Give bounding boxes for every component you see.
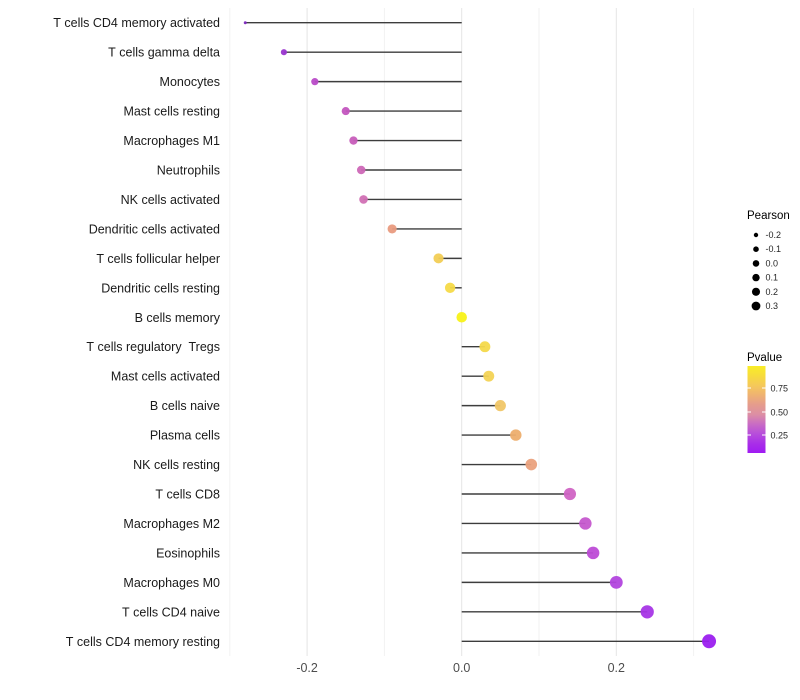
y-axis-label: Monocytes — [160, 75, 220, 89]
pearson-legend-label: 0.0 — [766, 258, 779, 268]
y-axis-label: T cells gamma delta — [108, 46, 220, 60]
lollipop-dot — [280, 49, 287, 56]
y-axis-label: Neutrophils — [157, 164, 220, 178]
lollipop-dot — [433, 253, 444, 264]
pvalue-legend-label: 0.25 — [771, 431, 789, 441]
x-tick-label: 0.2 — [608, 661, 625, 675]
lollipop-dot — [349, 136, 358, 145]
lollipop-dot — [387, 224, 397, 234]
pvalue-colorbar — [747, 366, 766, 453]
lollipop-dot — [586, 546, 600, 560]
y-axis-label: T cells CD8 — [155, 488, 220, 502]
y-axis-label: T cells CD4 memory activated — [53, 16, 220, 30]
pvalue-legend-title: Pvalue — [747, 352, 782, 364]
pearson-legend-label: 0.2 — [766, 287, 779, 297]
y-axis-label: T cells CD4 naive — [122, 605, 220, 619]
pearson-legend-dot — [752, 273, 760, 282]
lollipop-dot — [359, 195, 368, 204]
lollipop-dot — [243, 21, 247, 25]
pearson-legend-dot — [751, 287, 761, 296]
lollipop-dot — [356, 165, 366, 175]
lollipop-dot — [702, 634, 717, 649]
y-axis-label: Eosinophils — [156, 546, 220, 560]
lollipop-dot — [341, 107, 350, 116]
lollipop-dot — [479, 341, 491, 353]
y-axis-label: B cells memory — [135, 311, 221, 325]
pvalue-legend-label: 0.50 — [771, 408, 789, 418]
y-axis-label: Dendritic cells activated — [89, 222, 220, 236]
pearson-legend-dot — [753, 232, 759, 238]
y-axis-label: T cells CD4 memory resting — [66, 635, 220, 649]
pearson-legend-dot — [752, 260, 760, 267]
y-axis-label: T cells regulatory Tregs — [86, 340, 220, 354]
pearson-legend-label: -0.2 — [766, 230, 782, 240]
y-axis-label: Mast cells activated — [111, 370, 220, 384]
y-axis-label: NK cells resting — [133, 458, 220, 472]
y-axis-label: Dendritic cells resting — [101, 281, 220, 295]
lollipop-dot — [444, 282, 456, 293]
pearson-legend-label: -0.1 — [766, 244, 782, 254]
lollipop-dot — [494, 400, 506, 412]
y-axis-label: Macrophages M2 — [123, 517, 220, 531]
y-axis-label: NK cells activated — [121, 193, 220, 207]
lollipop-dot — [510, 429, 522, 441]
y-axis-label: T cells follicular helper — [96, 252, 220, 266]
lollipop-dot — [640, 605, 654, 619]
lollipop-dot — [609, 575, 623, 589]
pvalue-legend-label: 0.75 — [771, 384, 789, 394]
y-axis-label: Macrophages M1 — [123, 134, 220, 148]
lollipop-dot — [563, 487, 577, 501]
y-axis-label: Macrophages M0 — [123, 576, 220, 590]
lollipop-dot — [456, 312, 467, 323]
pearson-legend-label: 0.1 — [766, 273, 779, 283]
lollipop-dot — [483, 370, 495, 382]
pearson-legend-title: Pearson — [747, 210, 790, 222]
lollipop-dot — [311, 78, 319, 86]
y-axis-label: Mast cells resting — [123, 105, 220, 119]
lollipop-dot — [525, 458, 538, 471]
y-axis-label: Plasma cells — [150, 429, 220, 443]
x-tick-label: -0.2 — [296, 661, 318, 675]
pearson-legend-label: 0.3 — [766, 301, 779, 311]
lollipop-dot — [579, 517, 592, 530]
pearson-legend-dot — [751, 301, 761, 311]
pearson-legend-dot — [753, 246, 759, 252]
x-tick-label: 0.0 — [453, 661, 470, 675]
y-axis-label: B cells naive — [150, 399, 220, 413]
